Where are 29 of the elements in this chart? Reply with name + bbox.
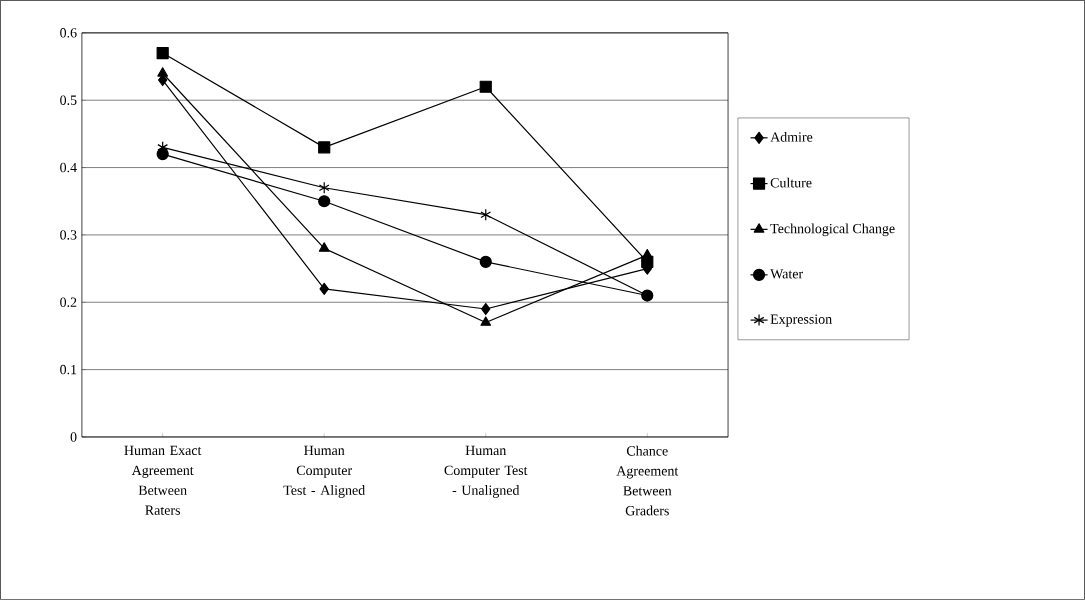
legend-label: Culture (770, 177, 812, 188)
point (479, 80, 492, 93)
point (319, 282, 329, 295)
point (157, 67, 169, 77)
x-tick-label: Human Computer Test - Aligned (283, 445, 366, 498)
x-tick-label: Human Computer Test - Unaligned (444, 445, 528, 498)
point (318, 195, 331, 208)
point (480, 208, 492, 221)
y-tick-label: 0.3 (60, 230, 77, 240)
legend-label: Admire (770, 131, 813, 142)
y-tick-label: 0.5 (60, 95, 77, 106)
point (156, 148, 169, 161)
x-tick-label: Human Exact Agreement Between Raters (124, 445, 202, 515)
x-tick-label: Chance Agreement Between Graders (616, 445, 679, 516)
point (318, 141, 331, 154)
legend-label: Technological Change (770, 223, 895, 237)
y-tick-label: 0 (70, 432, 77, 442)
y-tick-label: 0.6 (60, 28, 77, 38)
legend-label: Expression (770, 314, 832, 327)
y-tick-label: 0.2 (60, 297, 77, 308)
legend-label: Water (770, 269, 803, 279)
point (481, 302, 491, 316)
y-tick-label: 0.1 (60, 364, 77, 375)
point (480, 316, 492, 326)
point (318, 242, 330, 252)
point (318, 181, 330, 194)
point (156, 47, 169, 60)
point (479, 255, 492, 269)
y-tick-label: 0.4 (60, 162, 77, 173)
